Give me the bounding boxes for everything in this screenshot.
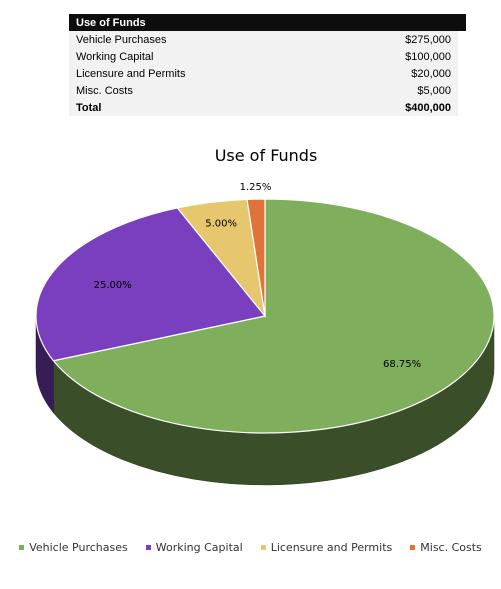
table-row: Vehicle Purchases $275,000 xyxy=(69,31,466,48)
data-label: 68.75% xyxy=(383,359,421,370)
row-amount: $275,000 xyxy=(368,31,459,48)
row-label: Working Capital xyxy=(69,48,369,65)
legend-swatch xyxy=(19,545,25,550)
legend-label: Working Capital xyxy=(155,541,243,554)
total-amount: $400,000 xyxy=(368,99,459,116)
table-header-fill xyxy=(458,14,466,31)
pie-chart: Use of Funds 68.75% 25.00% 5.00% 1.25% xyxy=(35,146,495,486)
table-row: Licensure and Permits $20,000 xyxy=(69,65,466,82)
use-of-funds-table: Use of Funds Vehicle Purchases $275,000 … xyxy=(69,14,466,116)
data-label: 5.00% xyxy=(205,219,237,230)
row-label: Licensure and Permits xyxy=(69,65,369,82)
table-row: Working Capital $100,000 xyxy=(69,48,466,65)
legend-swatch xyxy=(145,545,151,550)
row-label: Vehicle Purchases xyxy=(69,31,369,48)
chart-title: Use of Funds xyxy=(215,146,318,165)
chart-legend: Vehicle Purchases Working Capital Licensur… xyxy=(0,541,501,554)
legend-item: Misc. Costs xyxy=(410,541,482,554)
table-header-row: Use of Funds xyxy=(69,14,466,31)
row-label: Misc. Costs xyxy=(69,82,369,99)
row-amount: $5,000 xyxy=(368,82,459,99)
row-amount: $20,000 xyxy=(368,65,459,82)
legend-swatch xyxy=(260,545,266,550)
pie-slice-vehicle-purchases xyxy=(52,198,495,434)
legend-item: Licensure and Permits xyxy=(260,541,393,554)
pie-slices: 68.75% 25.00% 5.00% 1.25% xyxy=(35,182,495,486)
table-header: Use of Funds xyxy=(69,14,459,31)
legend-item: Vehicle Purchases xyxy=(19,541,128,554)
data-label: 1.25% xyxy=(240,182,272,193)
legend-label: Vehicle Purchases xyxy=(29,541,128,554)
legend-item: Working Capital xyxy=(145,541,243,554)
legend-label: Misc. Costs xyxy=(420,541,482,554)
total-label: Total xyxy=(69,99,369,116)
legend-swatch xyxy=(410,545,416,550)
table-row: Misc. Costs $5,000 xyxy=(69,82,466,99)
row-amount: $100,000 xyxy=(368,48,459,65)
pie-slice-misc-costs xyxy=(246,198,266,317)
table-total-row: Total $400,000 xyxy=(69,99,466,116)
legend-label: Licensure and Permits xyxy=(270,541,393,554)
data-label: 25.00% xyxy=(94,280,132,291)
